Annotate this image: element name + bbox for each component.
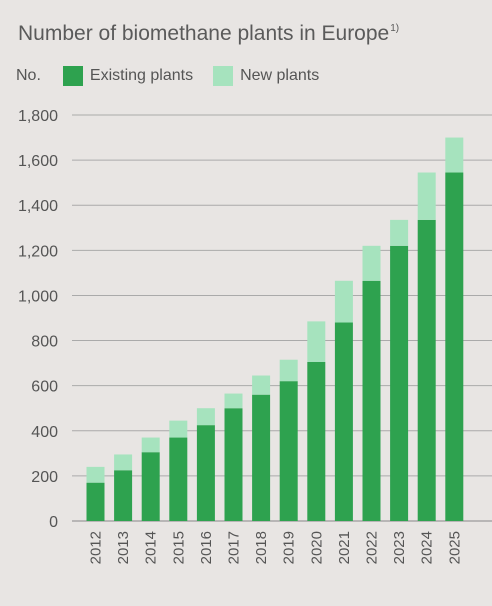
x-tick-label-2018: 2018 (253, 531, 270, 564)
y-tick-label-200: 200 (31, 469, 58, 486)
x-tick-label-2013: 2013 (115, 531, 132, 564)
legend-item-new: New plants (213, 66, 319, 86)
y-tick-label-800: 800 (31, 334, 58, 351)
chart-title-text: Number of biomethane plants in Europe (18, 22, 390, 45)
x-tick-label-2017: 2017 (226, 531, 243, 564)
bar-new-2023 (390, 219, 409, 246)
y-tick-label-1000: 1,000 (18, 288, 58, 305)
y-tick-label-1600: 1,600 (18, 153, 58, 170)
bar-new-2024 (417, 172, 436, 220)
bar-new-2018 (252, 375, 271, 395)
x-tick-label-2015: 2015 (170, 531, 187, 564)
bar-existing-2022 (362, 280, 381, 521)
x-tick-label-2012: 2012 (88, 531, 105, 564)
bar-existing-2016 (196, 425, 215, 521)
y-tick-label-400: 400 (31, 424, 58, 441)
bar-new-2021 (334, 280, 353, 323)
bar-existing-2012 (86, 482, 105, 521)
y-tick-label-0: 0 (49, 514, 58, 531)
legend-item-existing: Existing plants (62, 66, 194, 86)
y-tick-label-1200: 1,200 (18, 243, 58, 260)
chart-legend: No. Existing plants New plants (16, 66, 339, 86)
bar-new-2015 (169, 420, 188, 438)
bar-existing-2024 (417, 219, 436, 521)
legend-label-existing: Existing plants (89, 67, 194, 84)
bar-new-2019 (279, 359, 298, 382)
bar-existing-2013 (114, 470, 133, 521)
bar-existing-2020 (307, 361, 326, 521)
bar-existing-2021 (334, 322, 353, 521)
x-tick-label-2024: 2024 (419, 531, 436, 564)
bar-new-2016 (196, 408, 215, 426)
legend-label-new: New plants (240, 67, 320, 84)
x-tick-label-2016: 2016 (198, 531, 215, 564)
y-axis-label: No. (16, 67, 41, 84)
bar-existing-2018 (252, 394, 271, 521)
x-tick-label-2021: 2021 (336, 531, 353, 564)
legend-swatch-new (213, 66, 234, 86)
bar-new-2020 (307, 321, 326, 362)
x-tick-label-2020: 2020 (308, 531, 325, 564)
x-tick-label-2014: 2014 (143, 531, 160, 564)
y-tick-label-1800: 1,800 (18, 108, 58, 125)
bar-new-2025 (445, 137, 464, 173)
bar-new-2013 (114, 454, 133, 471)
bar-new-2017 (224, 393, 243, 409)
y-tick-label-600: 600 (31, 379, 58, 396)
bar-existing-2014 (141, 452, 160, 521)
bar-existing-2017 (224, 408, 243, 521)
bar-existing-2025 (445, 172, 464, 521)
chart-title: Number of biomethane plants in Europe1) (18, 22, 399, 46)
bar-existing-2019 (279, 381, 298, 521)
x-tick-label-2023: 2023 (391, 531, 408, 564)
y-tick-label-1400: 1,400 (18, 198, 58, 215)
x-tick-label-2019: 2019 (281, 531, 298, 564)
chart-title-footnote: 1) (390, 23, 400, 34)
x-tick-label-2022: 2022 (364, 531, 381, 564)
bar-existing-2023 (390, 245, 409, 522)
bar-existing-2015 (169, 437, 188, 521)
x-tick-label-2025: 2025 (446, 531, 463, 564)
bar-new-2012 (86, 466, 105, 483)
bar-new-2022 (362, 245, 381, 281)
bar-new-2014 (141, 437, 160, 453)
legend-swatch-existing (62, 66, 83, 86)
